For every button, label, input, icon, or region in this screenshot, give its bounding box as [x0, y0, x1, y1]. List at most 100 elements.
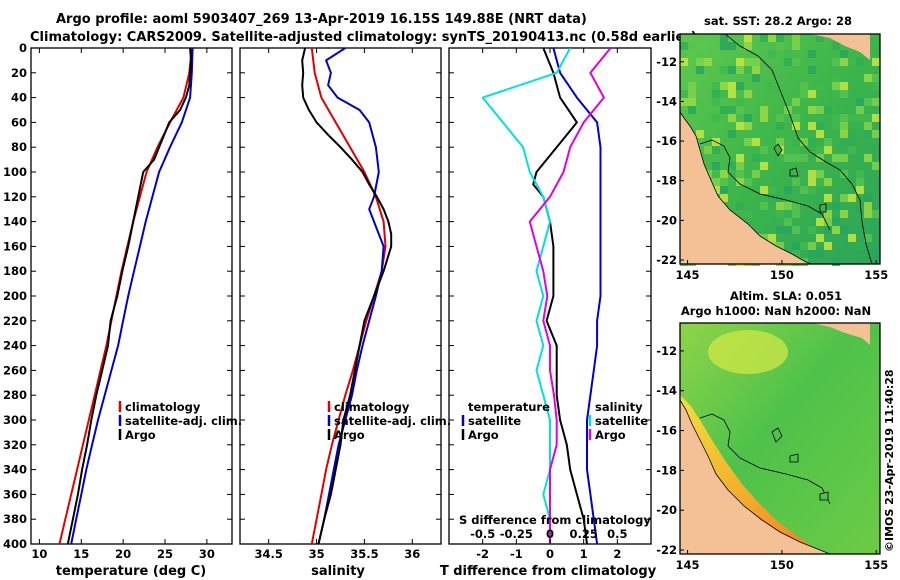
s-difference-tick-label: 0.25	[569, 527, 597, 541]
legend-s-satellite: satellite	[595, 414, 648, 428]
depth-tick-label: 140	[3, 215, 27, 229]
sst-pixel	[752, 58, 760, 66]
difference-tick-label: 2	[613, 547, 621, 561]
sst-pixel	[792, 210, 800, 218]
sst-pixel	[864, 194, 872, 202]
sst-pixel	[832, 122, 840, 130]
sst-pixel	[784, 226, 792, 234]
sst-pixel	[712, 98, 720, 106]
sst-pixel	[712, 82, 720, 90]
sst-pixel	[832, 58, 840, 66]
sst-pixel	[816, 178, 824, 186]
sst-pixel	[816, 170, 824, 178]
sst-pixel	[856, 194, 864, 202]
sst-pixel	[688, 106, 696, 114]
sst-pixel	[824, 226, 832, 234]
sst-pixel	[728, 114, 736, 122]
sst-pixel	[736, 106, 744, 114]
sst-pixel	[744, 138, 752, 146]
sst-pixel	[848, 130, 856, 138]
watermark: ©IMOS 23-Apr-2019 11:40:28	[883, 369, 896, 552]
lat-tick-label: -14	[656, 94, 677, 108]
sst-pixel	[840, 130, 848, 138]
sst-pixel	[816, 146, 824, 154]
s-difference-tick-label: 0	[546, 527, 554, 541]
sst-pixel	[808, 138, 816, 146]
depth-tick-label: 200	[3, 289, 27, 303]
sst-pixel	[808, 50, 816, 58]
series-temperature-argo	[532, 48, 588, 544]
sst-pixel	[752, 170, 760, 178]
sst-pixel	[736, 66, 744, 74]
s-difference-tick-label: 0.5	[607, 527, 627, 541]
sst-pixel	[720, 34, 728, 42]
sst-pixel	[856, 58, 864, 66]
isobath	[724, 33, 873, 265]
sst-pixel	[712, 114, 720, 122]
salinity-panel	[239, 47, 442, 545]
sst-pixel	[840, 226, 848, 234]
sst-pixel	[720, 90, 728, 98]
sst-pixel	[864, 202, 872, 210]
sst-pixel	[792, 178, 800, 186]
sst-pixel	[752, 74, 760, 82]
isobath-2	[699, 139, 831, 231]
sst-pixel	[800, 82, 808, 90]
sst-pixel	[696, 50, 704, 58]
sst-pixel	[824, 178, 832, 186]
sst-pixel	[728, 42, 736, 50]
sst-pixel	[856, 106, 864, 114]
sst-pixel	[744, 34, 752, 42]
sst-pixel	[688, 42, 696, 50]
sst-pixel	[696, 58, 704, 66]
land-mass	[679, 398, 831, 555]
sst-pixel	[760, 146, 768, 154]
salinity-tick-label: 36	[404, 547, 420, 561]
lon-tick-label: 145	[676, 268, 700, 282]
sst-pixel	[792, 114, 800, 122]
sst-pixel	[840, 50, 848, 58]
sst-pixel	[816, 122, 824, 130]
sst-pixel	[720, 82, 728, 90]
salinity-xlabel: salinity	[311, 564, 365, 579]
lat-tick-label: -18	[656, 463, 677, 477]
temperature-xlabel: temperature (deg C)	[56, 564, 206, 579]
depth-tick-label: 300	[3, 413, 27, 427]
sst-pixel	[696, 34, 704, 42]
sst-pixel	[752, 66, 760, 74]
sst-pixel	[872, 98, 880, 106]
sst-pixel	[848, 58, 856, 66]
sst-pixel	[808, 122, 816, 130]
sst-pixel	[736, 154, 744, 162]
series-climatology	[58, 48, 193, 544]
sst-pixel	[792, 146, 800, 154]
sst-pixel	[856, 186, 864, 194]
sst-pixel	[872, 162, 880, 170]
depth-tick-label: 260	[3, 363, 27, 377]
sst-pixel	[720, 170, 728, 178]
sst-pixel	[808, 186, 816, 194]
sst-pixel	[736, 82, 744, 90]
sst-pixel	[824, 194, 832, 202]
sst-pixel	[680, 42, 688, 50]
temperature-tick-label: 25	[157, 547, 173, 561]
salinity-legend: climatology satellite-adj. clim. Argo	[327, 400, 451, 442]
sst-pixel	[872, 114, 880, 122]
sst-pixel	[776, 138, 784, 146]
lat-tick-label: -16	[656, 424, 677, 438]
sst-pixel	[808, 250, 816, 258]
depth-axis: 0 20 40 60 80 100 120 140 160 180 200 220 240 260 280 3…	[3, 41, 651, 551]
sst-pixel	[816, 130, 824, 138]
sst-pixel	[848, 194, 856, 202]
legend-climatology: climatology	[125, 400, 201, 414]
series-salinity-satellite	[481, 48, 572, 544]
sst-pixel	[864, 130, 872, 138]
sst-pixel	[688, 98, 696, 106]
sst-pixel	[776, 34, 784, 42]
lon-tick-label: 155	[864, 268, 888, 282]
sst-pixel	[728, 106, 736, 114]
header-line-2: Climatology: CARS2009. Satellite-adjuste…	[30, 30, 697, 45]
sst-pixel	[784, 218, 792, 226]
difference-series	[481, 48, 612, 544]
sst-map: sat. SST: 28.2 Argo: 28 145 150 155 -12 -14 -…	[656, 14, 888, 282]
